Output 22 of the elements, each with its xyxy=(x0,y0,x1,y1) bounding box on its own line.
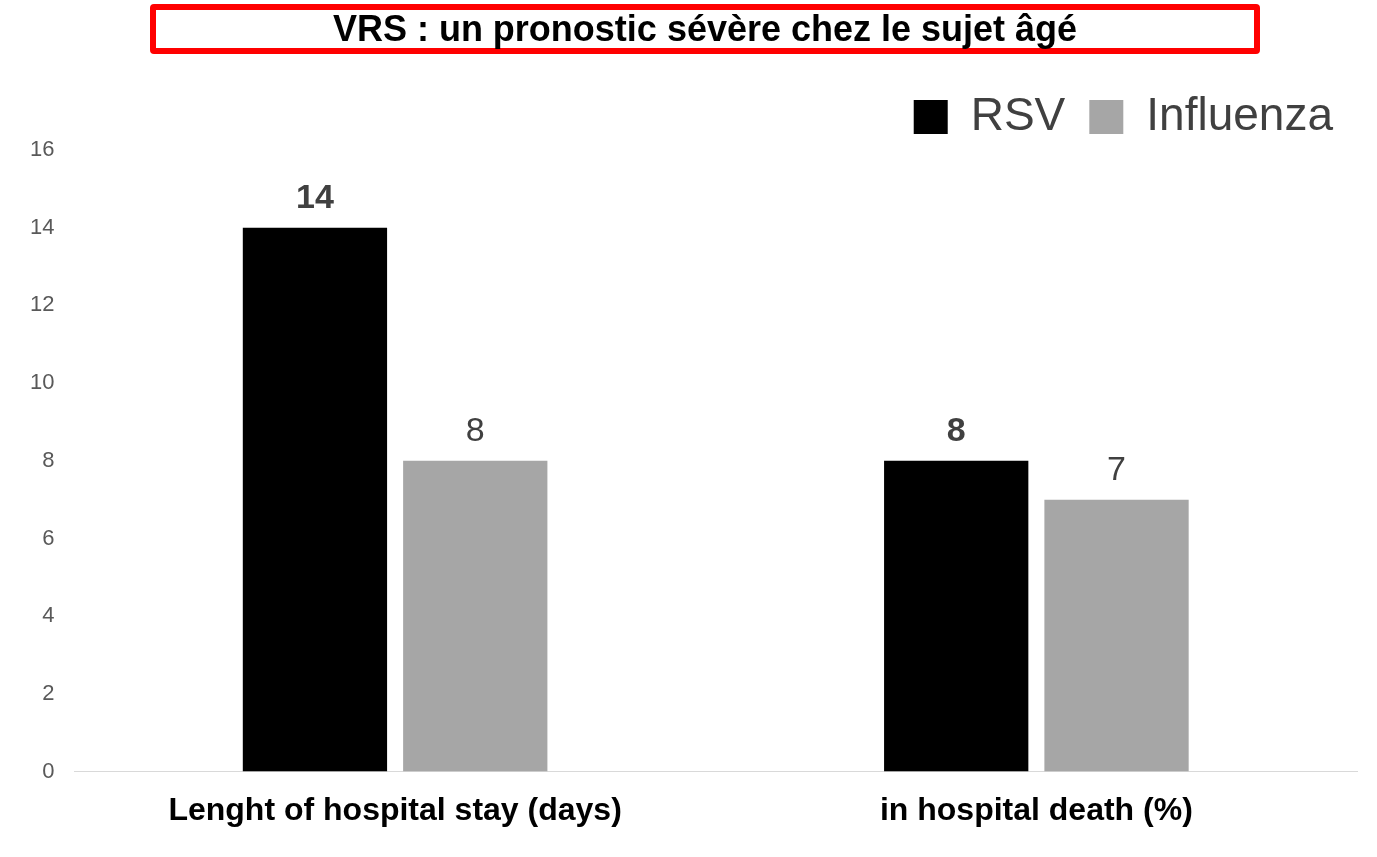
x-tick-label: Lenght of hospital stay (days) xyxy=(168,790,622,827)
data-label: 8 xyxy=(946,410,966,449)
y-tick-label: 10 xyxy=(29,369,55,395)
bar xyxy=(403,460,548,772)
data-label: 14 xyxy=(296,177,334,216)
y-tick-label: 16 xyxy=(29,136,55,162)
y-tick-label: 0 xyxy=(42,757,55,783)
data-label: 7 xyxy=(1107,449,1126,488)
chart-title: VRS : un pronostic sévère chez le sujet âgé xyxy=(150,4,1260,54)
bar xyxy=(884,460,1029,772)
y-tick-label: 12 xyxy=(29,291,55,317)
bar xyxy=(242,227,388,772)
y-tick-label: 14 xyxy=(29,213,55,239)
y-tick-label: 8 xyxy=(42,446,55,472)
bar xyxy=(1044,499,1189,772)
data-label: 8 xyxy=(465,410,485,449)
legend-label: RSV xyxy=(970,87,1066,140)
y-tick-label: 4 xyxy=(42,602,55,628)
x-tick-label: in hospital death (%) xyxy=(879,790,1193,827)
y-tick-label: 2 xyxy=(42,679,55,705)
y-tick-label: 6 xyxy=(42,524,55,550)
legend-label: Influenza xyxy=(1146,87,1334,140)
